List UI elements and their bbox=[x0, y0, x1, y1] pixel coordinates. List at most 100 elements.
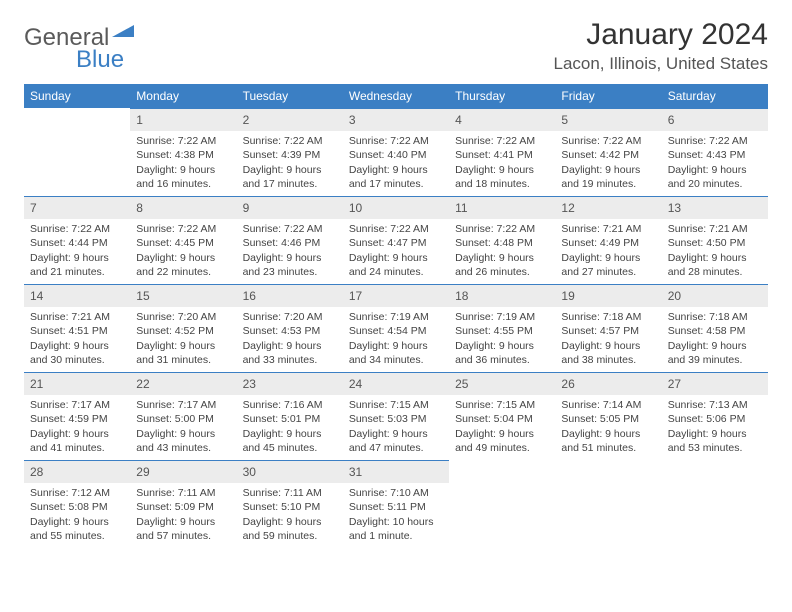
day-number: 1 bbox=[130, 108, 236, 131]
calendar-day-cell: 24Sunrise: 7:15 AMSunset: 5:03 PMDayligh… bbox=[343, 372, 449, 460]
sunset-text: Sunset: 5:01 PM bbox=[243, 412, 337, 426]
sunrise-text: Sunrise: 7:22 AM bbox=[455, 222, 549, 236]
weekday-header: Thursday bbox=[449, 84, 555, 108]
calendar-day-cell: .. bbox=[555, 460, 661, 548]
calendar-day-cell: 16Sunrise: 7:20 AMSunset: 4:53 PMDayligh… bbox=[237, 284, 343, 372]
calendar-day-cell: 21Sunrise: 7:17 AMSunset: 4:59 PMDayligh… bbox=[24, 372, 130, 460]
day-details: Sunrise: 7:11 AMSunset: 5:10 PMDaylight:… bbox=[237, 483, 343, 547]
daylight-text: Daylight: 9 hours bbox=[349, 163, 443, 177]
daylight-text: and 31 minutes. bbox=[136, 353, 230, 367]
sunset-text: Sunset: 4:44 PM bbox=[30, 236, 124, 250]
day-details: Sunrise: 7:18 AMSunset: 4:57 PMDaylight:… bbox=[555, 307, 661, 371]
calendar-day-cell: 31Sunrise: 7:10 AMSunset: 5:11 PMDayligh… bbox=[343, 460, 449, 548]
sunrise-text: Sunrise: 7:18 AM bbox=[668, 310, 762, 324]
day-number: 26 bbox=[555, 372, 661, 395]
calendar-day-cell: 9Sunrise: 7:22 AMSunset: 4:46 PMDaylight… bbox=[237, 196, 343, 284]
sunrise-text: Sunrise: 7:11 AM bbox=[136, 486, 230, 500]
sunset-text: Sunset: 5:11 PM bbox=[349, 500, 443, 514]
daylight-text: Daylight: 9 hours bbox=[136, 163, 230, 177]
daylight-text: Daylight: 9 hours bbox=[136, 339, 230, 353]
calendar-day-cell: 28Sunrise: 7:12 AMSunset: 5:08 PMDayligh… bbox=[24, 460, 130, 548]
weekday-header: Friday bbox=[555, 84, 661, 108]
day-details: Sunrise: 7:13 AMSunset: 5:06 PMDaylight:… bbox=[662, 395, 768, 459]
daylight-text: Daylight: 9 hours bbox=[136, 251, 230, 265]
sunset-text: Sunset: 5:06 PM bbox=[668, 412, 762, 426]
day-details: Sunrise: 7:22 AMSunset: 4:45 PMDaylight:… bbox=[130, 219, 236, 283]
calendar-day-cell: 11Sunrise: 7:22 AMSunset: 4:48 PMDayligh… bbox=[449, 196, 555, 284]
sunrise-text: Sunrise: 7:16 AM bbox=[243, 398, 337, 412]
sunrise-text: Sunrise: 7:20 AM bbox=[243, 310, 337, 324]
daylight-text: Daylight: 9 hours bbox=[349, 339, 443, 353]
sunset-text: Sunset: 4:53 PM bbox=[243, 324, 337, 338]
day-details: Sunrise: 7:21 AMSunset: 4:51 PMDaylight:… bbox=[24, 307, 130, 371]
sunset-text: Sunset: 4:59 PM bbox=[30, 412, 124, 426]
day-details: Sunrise: 7:19 AMSunset: 4:54 PMDaylight:… bbox=[343, 307, 449, 371]
calendar-day-cell: 3Sunrise: 7:22 AMSunset: 4:40 PMDaylight… bbox=[343, 108, 449, 196]
daylight-text: and 41 minutes. bbox=[30, 441, 124, 455]
daylight-text: and 1 minute. bbox=[349, 529, 443, 543]
sunset-text: Sunset: 4:52 PM bbox=[136, 324, 230, 338]
sunset-text: Sunset: 4:55 PM bbox=[455, 324, 549, 338]
day-number: 25 bbox=[449, 372, 555, 395]
day-number: 3 bbox=[343, 108, 449, 131]
daylight-text: and 34 minutes. bbox=[349, 353, 443, 367]
sunset-text: Sunset: 4:51 PM bbox=[30, 324, 124, 338]
day-number: 9 bbox=[237, 196, 343, 219]
day-details: Sunrise: 7:22 AMSunset: 4:47 PMDaylight:… bbox=[343, 219, 449, 283]
daylight-text: and 38 minutes. bbox=[561, 353, 655, 367]
daylight-text: Daylight: 9 hours bbox=[455, 251, 549, 265]
sunrise-text: Sunrise: 7:19 AM bbox=[455, 310, 549, 324]
day-details: Sunrise: 7:18 AMSunset: 4:58 PMDaylight:… bbox=[662, 307, 768, 371]
daylight-text: and 17 minutes. bbox=[349, 177, 443, 191]
calendar-day-cell: .. bbox=[449, 460, 555, 548]
day-number: 17 bbox=[343, 284, 449, 307]
day-number: 23 bbox=[237, 372, 343, 395]
calendar-day-cell: 17Sunrise: 7:19 AMSunset: 4:54 PMDayligh… bbox=[343, 284, 449, 372]
calendar-day-cell: 8Sunrise: 7:22 AMSunset: 4:45 PMDaylight… bbox=[130, 196, 236, 284]
day-number: 21 bbox=[24, 372, 130, 395]
weekday-header: Sunday bbox=[24, 84, 130, 108]
daylight-text: and 47 minutes. bbox=[349, 441, 443, 455]
sunrise-text: Sunrise: 7:10 AM bbox=[349, 486, 443, 500]
calendar-body: ..1Sunrise: 7:22 AMSunset: 4:38 PMDaylig… bbox=[24, 108, 768, 548]
calendar-day-cell: 10Sunrise: 7:22 AMSunset: 4:47 PMDayligh… bbox=[343, 196, 449, 284]
logo: GeneralBlue bbox=[24, 24, 134, 52]
calendar-day-cell: 25Sunrise: 7:15 AMSunset: 5:04 PMDayligh… bbox=[449, 372, 555, 460]
sunset-text: Sunset: 4:50 PM bbox=[668, 236, 762, 250]
day-details: Sunrise: 7:15 AMSunset: 5:03 PMDaylight:… bbox=[343, 395, 449, 459]
day-number: 5 bbox=[555, 108, 661, 131]
daylight-text: and 19 minutes. bbox=[561, 177, 655, 191]
day-details: Sunrise: 7:17 AMSunset: 5:00 PMDaylight:… bbox=[130, 395, 236, 459]
day-details: Sunrise: 7:20 AMSunset: 4:52 PMDaylight:… bbox=[130, 307, 236, 371]
sunrise-text: Sunrise: 7:21 AM bbox=[30, 310, 124, 324]
day-details: Sunrise: 7:15 AMSunset: 5:04 PMDaylight:… bbox=[449, 395, 555, 459]
daylight-text: Daylight: 9 hours bbox=[136, 427, 230, 441]
sunset-text: Sunset: 4:58 PM bbox=[668, 324, 762, 338]
sunset-text: Sunset: 5:05 PM bbox=[561, 412, 655, 426]
daylight-text: and 59 minutes. bbox=[243, 529, 337, 543]
day-number: 16 bbox=[237, 284, 343, 307]
day-details: Sunrise: 7:22 AMSunset: 4:42 PMDaylight:… bbox=[555, 131, 661, 195]
sunset-text: Sunset: 5:09 PM bbox=[136, 500, 230, 514]
sunset-text: Sunset: 4:39 PM bbox=[243, 148, 337, 162]
daylight-text: Daylight: 9 hours bbox=[30, 339, 124, 353]
day-details: Sunrise: 7:22 AMSunset: 4:48 PMDaylight:… bbox=[449, 219, 555, 283]
day-number: 20 bbox=[662, 284, 768, 307]
sunrise-text: Sunrise: 7:15 AM bbox=[455, 398, 549, 412]
sunrise-text: Sunrise: 7:14 AM bbox=[561, 398, 655, 412]
sunset-text: Sunset: 4:42 PM bbox=[561, 148, 655, 162]
day-number: 8 bbox=[130, 196, 236, 219]
calendar-day-cell: 6Sunrise: 7:22 AMSunset: 4:43 PMDaylight… bbox=[662, 108, 768, 196]
daylight-text: Daylight: 9 hours bbox=[243, 515, 337, 529]
daylight-text: Daylight: 9 hours bbox=[243, 163, 337, 177]
sunrise-text: Sunrise: 7:22 AM bbox=[349, 222, 443, 236]
sunrise-text: Sunrise: 7:17 AM bbox=[30, 398, 124, 412]
day-number: 24 bbox=[343, 372, 449, 395]
logo-shape-icon bbox=[112, 19, 134, 37]
calendar-day-cell: 2Sunrise: 7:22 AMSunset: 4:39 PMDaylight… bbox=[237, 108, 343, 196]
sunset-text: Sunset: 5:00 PM bbox=[136, 412, 230, 426]
daylight-text: and 33 minutes. bbox=[243, 353, 337, 367]
daylight-text: Daylight: 9 hours bbox=[243, 427, 337, 441]
day-details: Sunrise: 7:11 AMSunset: 5:09 PMDaylight:… bbox=[130, 483, 236, 547]
daylight-text: Daylight: 9 hours bbox=[349, 251, 443, 265]
